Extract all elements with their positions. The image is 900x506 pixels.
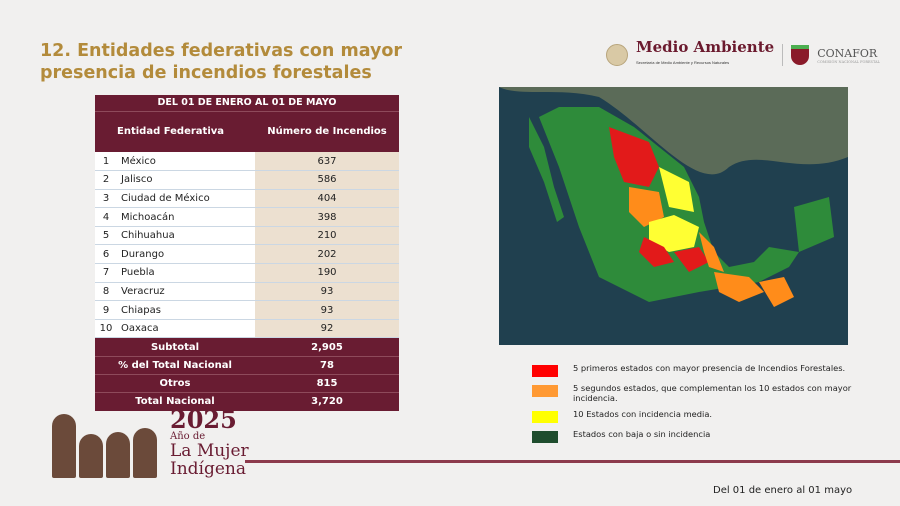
table-row: 8 Veracruz 93	[95, 282, 399, 302]
col-fires: Número de Incendios	[255, 111, 399, 152]
brand-line1: Año de	[170, 431, 206, 442]
legend-text: 10 Estados con incidencia media.	[573, 409, 713, 419]
fire-count: 398	[255, 207, 399, 227]
fire-count: 210	[255, 226, 399, 246]
mujer-indigena-logo: 2025 Año de La Mujer Indígena	[52, 408, 249, 479]
legend-text: 5 primeros estados con mayor presencia d…	[573, 363, 846, 373]
fire-count: 190	[255, 263, 399, 283]
rank: 9	[95, 300, 117, 320]
rank: 6	[95, 244, 117, 265]
footer-divider	[245, 460, 900, 463]
rank: 3	[95, 189, 117, 209]
brand-line3: Indígena	[170, 459, 247, 479]
summary-label: % del Total Nacional	[95, 355, 255, 375]
table-row: 7 Puebla 190	[95, 263, 399, 283]
rank: 10	[95, 319, 117, 339]
state-name: Veracruz	[117, 282, 255, 302]
summary-label: Subtotal	[95, 337, 255, 357]
indigenous-women-illustration	[52, 410, 164, 478]
table-row: 10 Oaxaca 92	[95, 319, 399, 339]
medio-ambiente-logo: Medio Ambiente Secretaría de Medio Ambien…	[636, 38, 775, 66]
state-name: Michoacán	[117, 207, 255, 227]
fire-count: 93	[255, 282, 399, 302]
col-state: Entidad Federativa	[117, 111, 255, 152]
table-row: 9 Chiapas 93	[95, 300, 399, 320]
rank: 8	[95, 282, 117, 302]
page-title: 12. Entidades federativas con mayor pres…	[40, 41, 403, 83]
state-name: Durango	[117, 244, 255, 265]
conafor-tree-icon	[791, 45, 810, 65]
legend-swatch	[532, 431, 558, 443]
conafor-logo: CONAFOR COMISIÓN NACIONAL FORESTAL	[817, 46, 880, 64]
legend-item: Estados con baja o sin incidencia	[532, 429, 863, 443]
brand-year: 2025	[170, 405, 237, 434]
rank: 2	[95, 170, 117, 190]
fire-count: 586	[255, 170, 399, 190]
footer-date: Del 01 de enero al 01 mayo	[713, 485, 853, 496]
fire-count: 93	[255, 300, 399, 320]
legend-swatch	[532, 411, 558, 423]
legend-item: 10 Estados con incidencia media.	[532, 409, 863, 423]
map-chihuahua	[609, 127, 659, 187]
state-name: México	[117, 152, 255, 172]
table-row: 2 Jalisco 586	[95, 170, 399, 190]
state-name: Oaxaca	[117, 319, 255, 339]
summary-row: Subtotal 2,905	[95, 337, 399, 357]
summary-value: 78	[255, 355, 399, 375]
brand-line2: La Mujer	[170, 441, 249, 461]
table-row: 1 México 637	[95, 152, 399, 172]
summary-value: 3,720	[255, 391, 399, 411]
rank: 7	[95, 263, 117, 283]
fire-count: 637	[255, 152, 399, 172]
table-row: 5 Chihuahua 210	[95, 226, 399, 246]
summary-value: 2,905	[255, 337, 399, 357]
rank: 4	[95, 207, 117, 227]
table-row: 3 Ciudad de México 404	[95, 189, 399, 209]
fire-count: 202	[255, 244, 399, 265]
legend-text: Estados con baja o sin incidencia	[573, 429, 711, 439]
legend-swatch	[532, 365, 558, 377]
period-header: DEL 01 DE ENERO AL 01 DE MAYO	[95, 95, 399, 112]
summary-row: % del Total Nacional 78	[95, 355, 399, 375]
state-name: Ciudad de México	[117, 189, 255, 209]
state-name: Jalisco	[117, 170, 255, 190]
map-legend: 5 primeros estados con mayor presencia d…	[532, 363, 863, 449]
header-logos: Medio Ambiente Secretaría de Medio Ambien…	[606, 40, 880, 70]
table-row: 4 Michoacán 398	[95, 207, 399, 227]
logo-divider	[782, 44, 784, 66]
legend-swatch	[532, 385, 558, 397]
fires-table: DEL 01 DE ENERO AL 01 DE MAYO Entidad Fe…	[95, 95, 399, 411]
legend-item: 5 segundos estados, que complementan los…	[532, 383, 863, 403]
summary-row: Total Nacional 3,720	[95, 391, 399, 411]
legend-item: 5 primeros estados con mayor presencia d…	[532, 363, 863, 377]
summary-label: Otros	[95, 373, 255, 393]
rank: 5	[95, 226, 117, 246]
state-name: Puebla	[117, 263, 255, 283]
mexico-fire-map	[499, 87, 848, 345]
summary-label: Total Nacional	[95, 391, 255, 411]
national-seal-icon	[606, 44, 628, 66]
fire-count: 404	[255, 189, 399, 209]
summary-value: 815	[255, 373, 399, 393]
summary-row: Otros 815	[95, 373, 399, 393]
table-row: 6 Durango 202	[95, 244, 399, 265]
state-name: Chihuahua	[117, 226, 255, 246]
state-name: Chiapas	[117, 300, 255, 320]
rank: 1	[95, 152, 117, 172]
fire-count: 92	[255, 319, 399, 339]
legend-text: 5 segundos estados, que complementan los…	[573, 383, 852, 403]
